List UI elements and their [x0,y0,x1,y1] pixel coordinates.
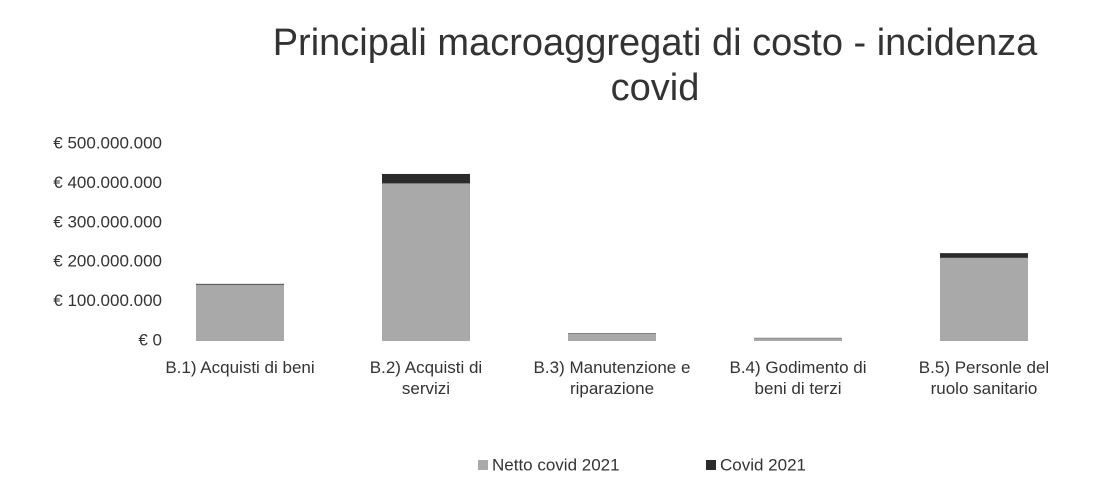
bar-segment [568,333,656,341]
legend-swatch [478,460,488,470]
y-tick-label: € 100.000.000 [53,291,162,310]
chart-title: Principali macroaggregati di costo - inc… [273,22,1038,64]
bar-segment [382,183,470,341]
y-tick-label: € 400.000.000 [53,173,162,192]
bar-segment [940,257,1028,341]
bar-segment [196,284,284,341]
bar-segment [754,338,842,341]
x-tick-label: B.2) Acquisti di servizi [369,358,483,398]
bar-segment [382,173,470,184]
y-tick-label: € 500.000.000 [53,133,162,152]
bar-segment [940,253,1028,258]
y-tick-label: € 300.000.000 [53,212,162,231]
x-tick-label: B.5) Personle del ruolo sanitario [918,358,1050,398]
chart-title: covid [611,67,700,109]
legend-swatch [706,460,716,470]
y-tick-label: € 200.000.000 [53,252,162,271]
x-tick-label: B.3) Manutenzione e riparazione [533,358,691,398]
legend-label: Netto covid 2021 [492,455,620,474]
y-tick-label: € 0 [138,330,162,349]
bar-segment [196,283,284,285]
x-tick-label: B.1) Acquisti di beni [165,358,315,377]
legend-label: Covid 2021 [720,455,806,474]
x-tick-label: B.4) Godimento di beni di terzi [729,358,867,398]
